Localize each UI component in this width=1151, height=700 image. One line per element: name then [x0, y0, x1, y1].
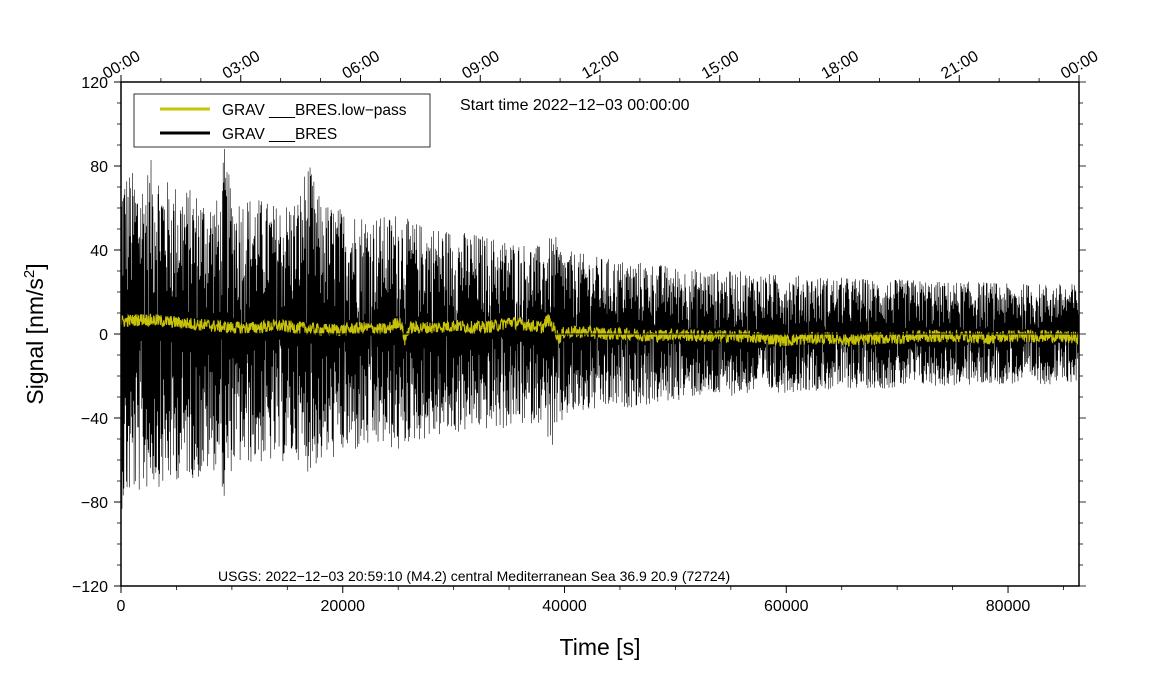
event-annotation: USGS: 2022−12−03 20:59:10 (M4.2) central… [218, 568, 730, 584]
axis-ticks [114, 75, 1086, 593]
top-tick-label: 12:00 [579, 48, 622, 83]
y-tick-label: 40 [90, 243, 108, 260]
legend: GRAV ___BRES.low−pass GRAV ___BRES [133, 93, 431, 148]
x-tick-label: 20000 [321, 598, 366, 615]
y-axis-title-main: Signal [nm/s [22, 278, 48, 405]
top-tick-label: 00:00 [1058, 48, 1101, 83]
x-tick-label: 80000 [986, 598, 1031, 615]
series-grav-bres-line [120, 148, 1080, 509]
y-tick-label: −40 [81, 411, 108, 428]
legend-label-raw: GRAV ___BRES [222, 126, 337, 143]
top-tick-label: 21:00 [938, 48, 981, 83]
x-tick-label: 60000 [764, 598, 809, 615]
series-grav-bres-low-pass [120, 313, 1080, 348]
top-tick-label: 03:00 [220, 48, 263, 83]
y-tick-label: 0 [99, 327, 108, 344]
x-tick-label: 0 [117, 598, 126, 615]
y-tick-label: 80 [90, 159, 108, 176]
start-time-annotation: Start time 2022−12−03 00:00:00 [460, 97, 690, 114]
y-axis-title-end: ] [22, 263, 48, 269]
top-tick-label: 00:00 [100, 48, 143, 83]
legend-label-low-pass: GRAV ___BRES.low−pass [222, 102, 407, 119]
x-axis-title: Time [s] [560, 634, 641, 660]
series-grav-bres [120, 148, 1080, 509]
top-tick-label: 18:00 [819, 48, 862, 83]
series-grav-bres-low-pass-line [120, 313, 1080, 348]
top-tick-label: 06:00 [340, 48, 383, 83]
top-tick-label: 09:00 [459, 48, 502, 83]
plot-area [120, 148, 1080, 509]
y-tick-label: 120 [81, 75, 108, 92]
x-tick-label: 40000 [542, 598, 587, 615]
y-tick-label: −80 [81, 495, 108, 512]
y-axis-title: Signal [nm/s2] [21, 263, 48, 404]
legend-box [133, 93, 431, 148]
y-tick-label: −120 [72, 579, 108, 596]
top-tick-label: 15:00 [699, 48, 742, 83]
y-axis-title-exponent: 2 [21, 270, 38, 278]
